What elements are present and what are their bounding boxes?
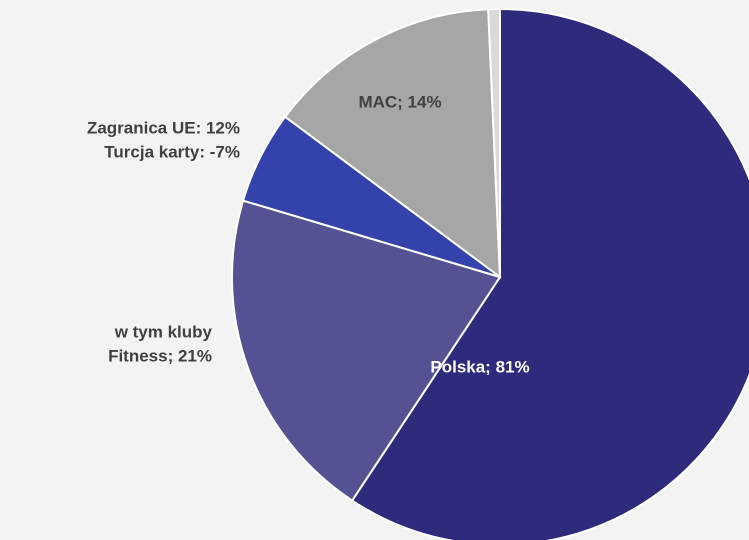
- slice-label: MAC; 14%: [358, 92, 441, 111]
- slice-label: Fitness; 21%: [108, 346, 212, 365]
- slice-label: Zagranica UE: 12%: [87, 118, 240, 137]
- slice-label: Polska; 81%: [430, 357, 529, 376]
- slice-label: w tym kluby: [114, 322, 213, 341]
- slice-label: Turcja karty: -7%: [104, 142, 240, 161]
- pie-slice: [350, 7, 749, 540]
- pie-slice: [283, 8, 502, 280]
- pie-slice: [231, 199, 502, 502]
- pie-slice: [487, 7, 501, 278]
